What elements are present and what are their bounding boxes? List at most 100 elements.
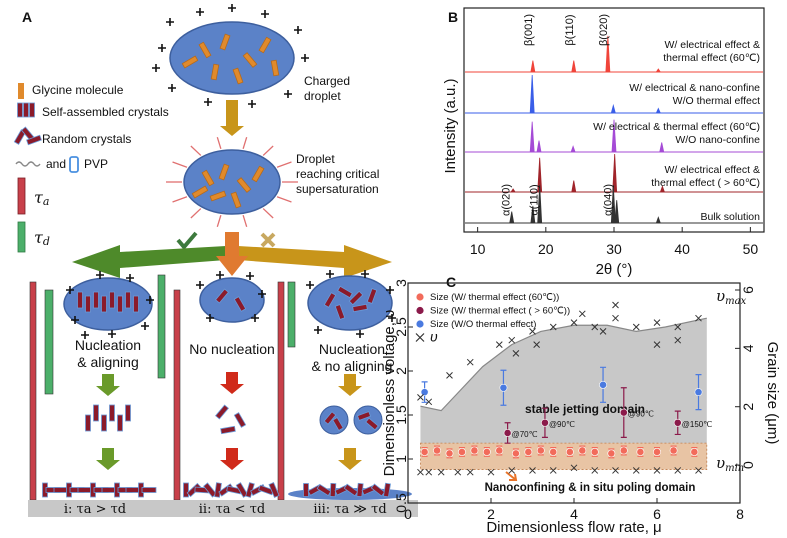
cross-point: [632, 323, 640, 331]
pvp-icon: [69, 156, 79, 173]
y-tick-label: 2: [393, 367, 409, 375]
point: [565, 448, 574, 456]
pvp-strand: [262, 208, 274, 219]
point: [619, 446, 628, 455]
duration-bar: [29, 281, 37, 501]
point-label: @70℃: [512, 430, 538, 439]
cross-point: [695, 467, 702, 474]
domain-area: [420, 318, 707, 470]
point: [690, 448, 699, 456]
y-tick-label: 0.5: [393, 493, 409, 513]
y2-tick-label: 0: [740, 461, 756, 469]
plus-sign: [306, 281, 314, 289]
arrow: [96, 374, 120, 396]
point: [499, 383, 508, 392]
molecule: [141, 487, 157, 493]
point-label: @90℃: [628, 410, 654, 419]
legend-marker: [416, 306, 424, 315]
point: [578, 446, 587, 455]
molecule: [101, 414, 107, 432]
y2-tick-label: 2: [740, 403, 756, 411]
arrow: [338, 374, 362, 396]
duration-bar: [277, 281, 285, 501]
cross-point: [529, 328, 536, 335]
point: [636, 448, 645, 456]
molecule: [117, 295, 123, 313]
point: [420, 388, 429, 397]
molecule: [85, 414, 91, 432]
cross-point: [612, 314, 619, 322]
molecule: [232, 67, 244, 85]
pvp-strand: [172, 161, 188, 168]
x-axis-label: Dimensionless flow rate, μ: [486, 519, 661, 536]
droplet: [63, 277, 153, 331]
x-axis-label: 2θ (°): [596, 261, 633, 278]
point: [503, 429, 512, 437]
molecule: [323, 292, 337, 308]
molecule: [303, 483, 309, 497]
legend-label: υ: [430, 328, 438, 344]
y-tick-label: 1: [393, 455, 409, 463]
cross-point: [446, 372, 453, 379]
cross-point: [529, 467, 536, 474]
molecule: [201, 169, 215, 187]
x-tick-label: 20: [538, 241, 554, 257]
cross-point: [508, 467, 516, 474]
molecule: [101, 487, 117, 493]
plus-sign: [96, 271, 104, 279]
molecule: [17, 102, 23, 118]
tau-label: τd: [34, 228, 50, 249]
pvp-strand: [216, 136, 222, 150]
point: [619, 408, 628, 417]
point: [512, 449, 520, 458]
molecule: [214, 482, 222, 498]
peak: [610, 103, 616, 114]
cross-point: [437, 468, 445, 476]
point: [694, 388, 703, 397]
tau-label: τa: [34, 188, 49, 209]
molecule: [133, 295, 139, 313]
plus-sign: [284, 90, 292, 98]
plus-sign: [261, 10, 269, 18]
peak: [611, 119, 617, 153]
domain-boundary: [420, 317, 707, 412]
molecule: [93, 291, 99, 309]
point: [607, 449, 616, 458]
point: [458, 448, 466, 456]
arrow: [220, 100, 244, 136]
peak: [659, 142, 665, 153]
plus-sign: [326, 270, 334, 278]
cross-point: [591, 467, 599, 474]
plus-sign: [294, 26, 302, 34]
cross-point: [533, 341, 541, 348]
molecule: [258, 36, 272, 54]
peak: [655, 107, 661, 114]
plus-sign: [388, 314, 396, 322]
peak-label: α(110): [529, 184, 541, 215]
plus-sign: [216, 271, 224, 279]
plus-sign: [361, 270, 369, 278]
series-label: W/ electrical & thermal effect (60℃) W/O …: [593, 121, 760, 146]
domain-label: stable jetting domain: [525, 402, 645, 416]
tau-a-bar: [17, 177, 26, 215]
molecule: [215, 288, 229, 304]
molecule: [383, 482, 391, 498]
pvp-strand: [242, 214, 248, 228]
peak: [530, 205, 536, 224]
branch-arrow: [238, 245, 392, 278]
molecule: [125, 291, 131, 309]
cross-point: [466, 358, 474, 366]
peak-label: β(020): [598, 14, 610, 46]
outcome-label: Nucleation & no aligning: [312, 341, 393, 374]
plus-sign: [196, 281, 204, 289]
tau-d-bar: [17, 221, 26, 253]
condition-label: ii: τa < τd: [199, 502, 265, 517]
outcome-label: Nucleation & aligning: [75, 337, 141, 370]
x-tick-label: 50: [743, 241, 759, 257]
molecule: [109, 404, 115, 422]
plus-sign: [81, 331, 89, 339]
duration-bar: [173, 289, 181, 501]
plus-sign: [206, 314, 214, 322]
plus-sign: [386, 286, 394, 294]
outcome-label: No nucleation: [189, 341, 275, 357]
